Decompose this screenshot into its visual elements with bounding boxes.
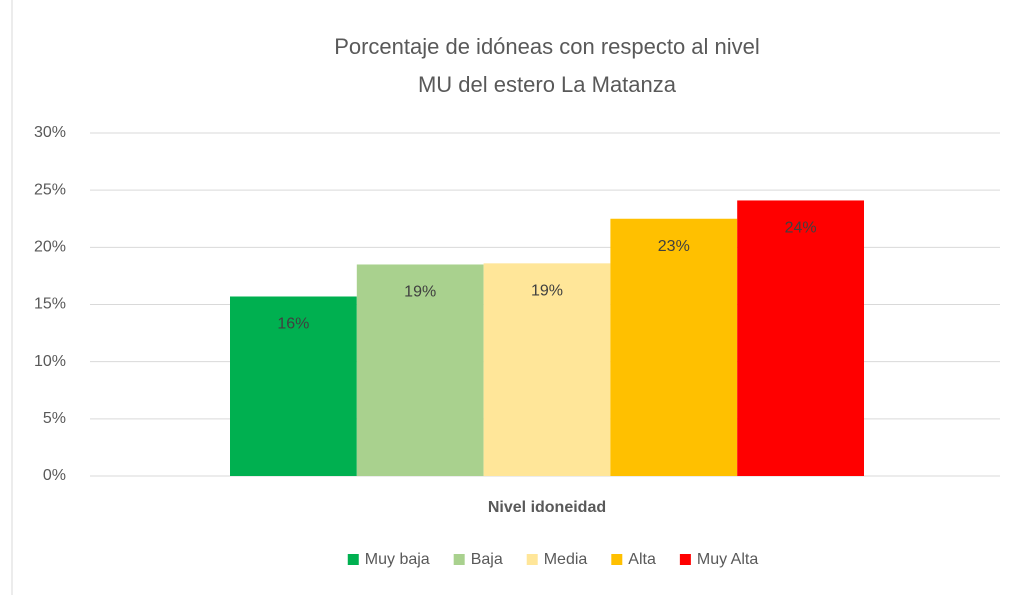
y-tick-label: 15% (34, 296, 66, 313)
data-label: 16% (277, 316, 309, 333)
bar (483, 263, 611, 476)
legend-swatch (453, 554, 465, 565)
legend-swatch (526, 554, 538, 565)
legend-label: Baja (471, 551, 503, 568)
y-tick-label: 25% (34, 181, 66, 198)
legend-label: Muy baja (365, 551, 430, 568)
legend-label: Muy Alta (697, 551, 758, 568)
legend-label: Media (544, 551, 588, 568)
y-tick-label: 0% (43, 467, 66, 484)
legend-label: Alta (628, 551, 656, 568)
y-tick-label: 30% (34, 124, 66, 141)
x-axis-label: Nivel idoneidad (488, 499, 606, 516)
data-label: 19% (531, 283, 563, 300)
chart-title: MU del estero La Matanza (418, 72, 677, 97)
y-tick-label: 5% (43, 410, 66, 427)
data-label: 23% (658, 238, 690, 255)
data-label: 24% (785, 220, 817, 237)
legend-swatch (679, 554, 691, 565)
chart-title: Porcentaje de idóneas con respecto al ni… (334, 34, 760, 59)
bar (356, 264, 484, 476)
legend-swatch (611, 554, 623, 565)
bar (610, 218, 738, 476)
bar (737, 200, 864, 476)
bar (230, 296, 357, 476)
y-tick-label: 20% (34, 239, 66, 256)
data-label: 19% (404, 284, 436, 301)
y-tick-label: 10% (34, 353, 66, 370)
legend-swatch (347, 554, 359, 565)
